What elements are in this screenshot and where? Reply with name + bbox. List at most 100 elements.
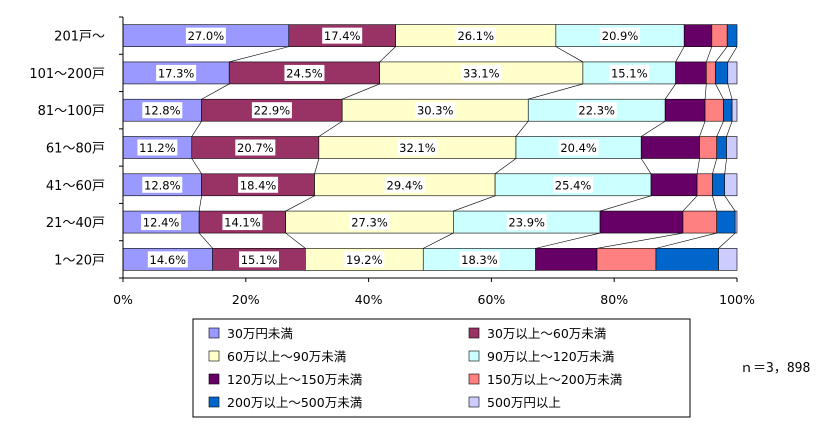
data-label: 12.4% [143, 216, 180, 230]
category-label: 201戸～ [54, 30, 105, 45]
x-tick-label: 100% [719, 292, 755, 307]
legend-label: 150万以上～200万未満 [487, 372, 622, 387]
data-label: 17.3% [158, 66, 195, 80]
series-connector [423, 232, 454, 249]
data-label-bg [506, 214, 547, 231]
series-connector [664, 83, 676, 100]
data-label-bg [284, 64, 325, 81]
data-label: 14.1% [224, 216, 261, 230]
series-connector [724, 158, 727, 174]
series-connector [379, 46, 396, 63]
data-label-bg [239, 251, 280, 268]
data-label-bg [609, 64, 650, 81]
series-connector [704, 83, 707, 100]
series-connector [191, 121, 202, 137]
legend-label: 30万円未満 [227, 326, 293, 341]
category-label: 61～80戸 [46, 142, 105, 157]
legend-label: 60万以上～90万未満 [227, 349, 346, 364]
data-label-bg [349, 214, 390, 231]
series-connector [716, 121, 724, 137]
bar-segment [664, 98, 706, 122]
series-connector [201, 83, 230, 100]
data-label: 27.0% [188, 29, 225, 43]
series-connector [285, 195, 315, 212]
series-connector [555, 46, 584, 63]
series-connector [724, 195, 736, 212]
series-connector [198, 232, 213, 249]
data-label: 22.9% [254, 104, 291, 118]
series-connector [696, 158, 700, 174]
bar-segment [726, 136, 738, 159]
data-label: 22.3% [578, 104, 615, 118]
data-label: 18.4% [240, 178, 277, 192]
data-label: 14.6% [150, 253, 187, 267]
data-label-bg [222, 214, 263, 231]
series-connector [535, 232, 601, 249]
data-label: 19.2% [346, 253, 383, 267]
data-label: 20.9% [602, 29, 639, 43]
legend-label: 200万以上～500万未満 [227, 395, 362, 410]
data-label-bg [142, 102, 183, 119]
data-label: 25.4% [555, 178, 592, 192]
category-label: 81～100戸 [38, 104, 105, 119]
legend-label: 500万円以上 [487, 395, 561, 410]
x-tick-label: 20% [232, 292, 260, 307]
data-label-bg [322, 27, 363, 44]
legend-swatch [208, 327, 220, 339]
data-label-bg [461, 64, 502, 81]
data-label: 12.8% [144, 104, 181, 118]
category-label: 1～20戸 [54, 253, 105, 268]
data-label: 15.1% [611, 66, 648, 80]
category-label: 41～60戸 [46, 179, 105, 194]
data-label-bg [238, 176, 279, 193]
series-connector [191, 158, 202, 174]
data-label-bg [459, 251, 500, 268]
legend-swatch [468, 327, 480, 339]
legend-swatch [468, 373, 480, 385]
bar-segment [675, 61, 707, 85]
data-label: 23.9% [508, 216, 545, 230]
data-label: 20.4% [560, 141, 597, 155]
bar-segment [731, 98, 738, 122]
data-label-bg [147, 251, 188, 268]
data-label-bg [344, 251, 385, 268]
data-label: 26.1% [457, 29, 494, 43]
legend-label: 120万以上～150万未満 [227, 372, 362, 387]
series-connector [726, 121, 733, 137]
series-connector [453, 195, 496, 212]
data-label: 32.1% [399, 141, 436, 155]
bar-segment [711, 24, 728, 47]
bar-segment [726, 24, 738, 47]
series-connector [727, 46, 738, 63]
data-label: 12.8% [144, 178, 181, 192]
data-label-bg [142, 176, 183, 193]
legend-swatch [208, 396, 220, 408]
legend-box [192, 318, 691, 418]
data-label: 27.3% [351, 216, 388, 230]
legend-swatch [208, 350, 220, 362]
data-label: 17.4% [324, 29, 361, 43]
data-label: 20.7% [237, 141, 274, 155]
series-connector [655, 232, 717, 249]
data-label: 15.1% [241, 253, 278, 267]
series-connector [318, 120, 343, 137]
data-label-bg [251, 102, 292, 119]
data-label-bg [185, 27, 226, 44]
series-connector [342, 83, 380, 100]
series-connector [229, 46, 289, 63]
series-connector [314, 158, 320, 174]
data-label-bg [415, 102, 456, 119]
bar-segment [718, 248, 738, 271]
series-connector [528, 83, 583, 100]
bar-segment [723, 98, 733, 122]
data-label-bg [455, 27, 496, 44]
x-tick-label: 0% [113, 292, 133, 307]
bar-segment [716, 210, 736, 234]
data-label: 18.3% [461, 253, 498, 267]
data-label-bg [137, 139, 178, 156]
series-connector [640, 158, 652, 174]
data-label-bg [141, 214, 182, 231]
legend-swatch [468, 396, 480, 408]
series-connector [515, 121, 529, 137]
